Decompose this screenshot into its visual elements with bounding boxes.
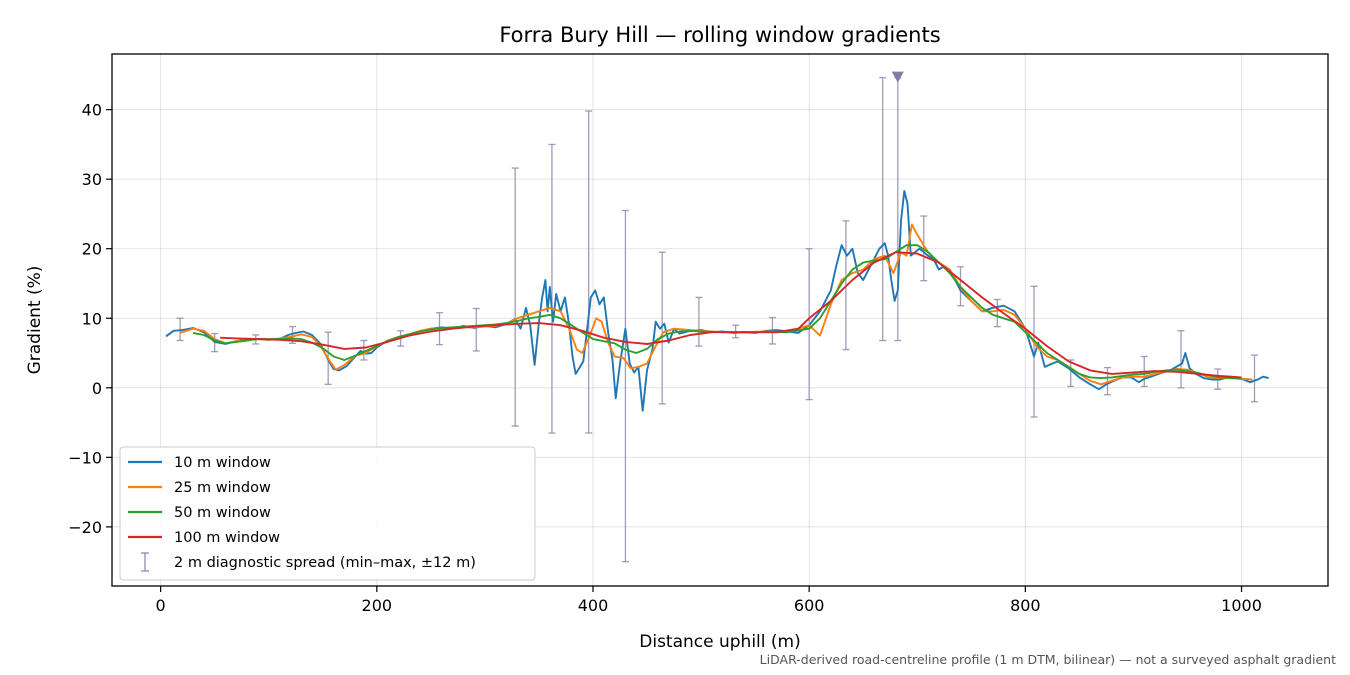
errorbar	[1250, 354, 1258, 403]
plot-area	[165, 71, 1269, 563]
y-tick-label: 40	[82, 101, 102, 120]
max-spread-marker	[891, 71, 904, 83]
plot-frame	[111, 53, 1329, 587]
x-tick-label: 200	[362, 596, 393, 615]
legend-swatch-errorbar	[141, 552, 149, 572]
x-tick-label: 400	[578, 596, 609, 615]
errorbar	[658, 251, 666, 405]
errorbar	[1067, 359, 1075, 388]
legend-label-100m: 100 m window	[174, 530, 280, 546]
axis-ticks: 0 200 400 600 800 1000 −20 −10 0 10 20 30 40	[68, 101, 1262, 615]
y-tick-label: −10	[68, 448, 102, 467]
legend-label-10m: 10 m window	[174, 455, 271, 471]
chart-title: Forra Bury Hill — rolling window gradien…	[499, 23, 940, 47]
errorbar	[1030, 285, 1038, 418]
footnote: LiDAR-derived road-centreline profile (1…	[760, 652, 1336, 667]
legend: 10 m window 25 m window 50 m window 100 …	[119, 446, 536, 581]
legend-label-25m: 25 m window	[174, 480, 271, 496]
errorbar	[511, 167, 519, 427]
x-tick-label: 600	[794, 596, 825, 615]
y-tick-label: −20	[68, 518, 102, 537]
errorbar	[548, 143, 556, 434]
errorbar	[585, 110, 593, 434]
errorbar	[879, 76, 887, 342]
series-line-100m	[220, 251, 1242, 379]
y-tick-label: 20	[82, 240, 102, 259]
series-line-50m	[192, 244, 1242, 380]
errorbar	[695, 296, 703, 347]
legend-label-50m: 50 m window	[174, 505, 271, 521]
x-tick-label: 800	[1010, 596, 1041, 615]
y-tick-label: 30	[82, 170, 102, 189]
errorbar	[472, 307, 480, 352]
errorbar	[1177, 330, 1185, 389]
x-tick-label: 1000	[1221, 596, 1262, 615]
errorbar	[993, 298, 1001, 328]
x-axis-label: Distance uphill (m)	[639, 632, 800, 652]
x-tick-label: 0	[156, 596, 166, 615]
y-axis-label: Gradient (%)	[25, 266, 45, 375]
legend-box	[119, 446, 536, 581]
legend-label-errorbar: 2 m diagnostic spread (min–max, ±12 m)	[174, 555, 476, 571]
errorbar	[360, 339, 368, 361]
errorbar	[621, 209, 629, 563]
y-tick-label: 10	[82, 309, 102, 328]
y-tick-label: 0	[92, 379, 102, 398]
